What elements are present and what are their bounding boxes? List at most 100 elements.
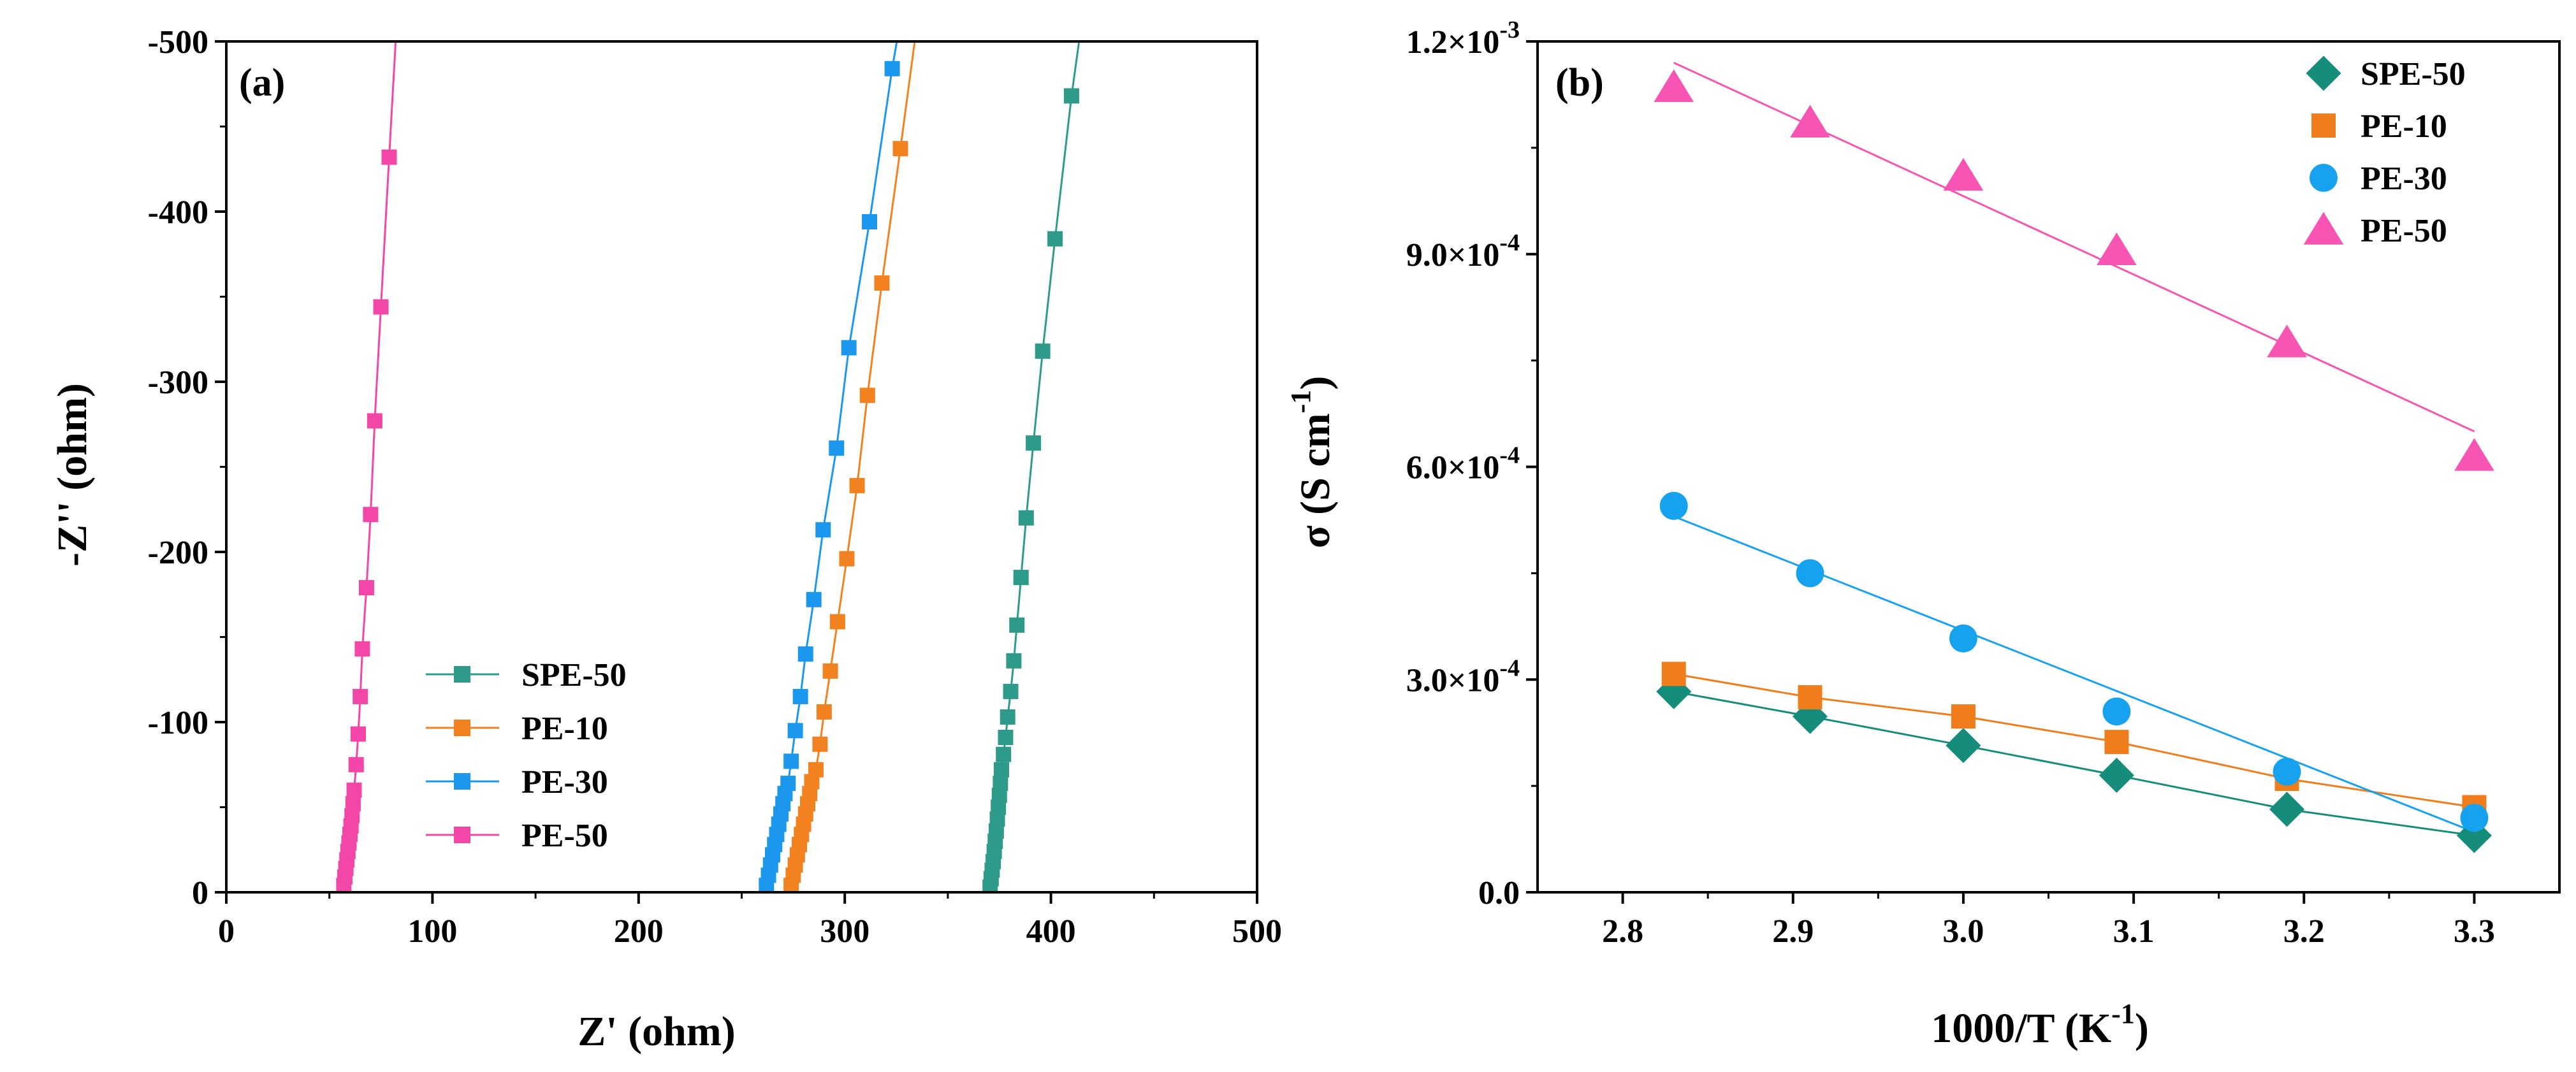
- panel-b-legend: SPE-50 PE-10 PE-30 PE-50: [2303, 55, 2466, 249]
- panel-b-legend-pe-10-marker: [2311, 113, 2336, 138]
- panel-a-pe-30-point: [841, 340, 857, 356]
- panel-b-spe-50-point: [2269, 792, 2305, 827]
- panel-a-spe-50-point: [1009, 617, 1025, 633]
- panel-b-y-tick-mantissa: 1.2×10: [1406, 24, 1500, 61]
- panel-b-x-axis-title-sup: -1: [2111, 998, 2135, 1029]
- panel-a-pe-30-point: [797, 646, 813, 662]
- panel-b-pe-10-point: [1798, 685, 1823, 710]
- panel-b-pe-30-point: [2460, 804, 2489, 832]
- panel-a-x-tick-label: 500: [1232, 913, 1282, 950]
- panel-b-legend-spe-50-label: SPE-50: [2361, 56, 2466, 92]
- panel-b-x-tick-label: 3.3: [2454, 913, 2495, 950]
- panel-a-spe-50-point: [993, 776, 1008, 792]
- panel-a-spe-50-point: [1026, 435, 1042, 451]
- panel-a-pe-30-point: [884, 61, 900, 76]
- panel-a-spe-50-point: [993, 762, 1009, 778]
- panel-b-legend-pe-50-label: PE-50: [2361, 213, 2447, 249]
- panel-a-pe-50-point: [363, 507, 379, 523]
- panel-a-pe-50-point: [381, 149, 397, 165]
- panel-a-spe-50-point: [1013, 570, 1029, 586]
- panel-a-pe-50-point: [348, 757, 364, 772]
- panel-a-spe-50-point: [1003, 683, 1019, 699]
- panel-b-y-tick-label: 0.0: [1478, 875, 1520, 911]
- panel-a-legend-pe-10-label: PE-10: [521, 711, 608, 747]
- panel-b-spe-50-line: [1673, 690, 2475, 837]
- panel-a-pe-10-point: [829, 614, 845, 630]
- panel-a-pe-50-point: [345, 796, 361, 812]
- panel-a-pe-10-point: [816, 704, 832, 720]
- panel-a-y-tick-label: -200: [148, 535, 208, 571]
- panel-b-axes: 2.8 2.9 3.0 3.1 3.2 3.30.03.0×10-46.0×10-49.0…: [1406, 17, 2561, 950]
- panel-a-data-layer: [336, 41, 1081, 892]
- panel-a-legend-spe-50-label: SPE-50: [521, 657, 627, 693]
- panel-a-pe-30-point: [862, 214, 878, 230]
- panel-b-pe-50-point: [1654, 69, 1694, 103]
- panel-a-pe-30-point: [787, 723, 803, 739]
- panel-b-pe-30-point: [1659, 491, 1688, 520]
- panel-a-legend-pe-30-marker: [454, 773, 470, 790]
- panel-a-legend: SPE-50 PE-10 PE-30 PE-50: [426, 657, 627, 854]
- panel-b-x-axis-title-main: 1000/T (K: [1931, 1005, 2111, 1052]
- panel-a-pe-30-point: [815, 522, 831, 538]
- panel-a-pe-30-point: [829, 440, 845, 456]
- panel-b-legend-pe-30-marker: [2310, 164, 2338, 192]
- panel-a-pe-10-point: [839, 551, 855, 567]
- panel-a-x-tick-label: 300: [820, 913, 870, 950]
- panel-b-y-tick-mantissa: 0.0: [1478, 875, 1520, 911]
- panel-a-x-tick-label: 200: [614, 913, 664, 950]
- panel-a-spe-50-point: [996, 746, 1012, 762]
- panel-b-legend-spe-50-marker: [2306, 55, 2341, 91]
- panel-a-pe-50-point: [373, 299, 389, 315]
- panel-b-x-tick-label: 3.1: [2113, 913, 2155, 950]
- panel-a-y-tick-label: -500: [148, 24, 208, 61]
- panel-a-y-tick-label: -300: [148, 365, 208, 401]
- panel-b-y-tick-exponent: -3: [1499, 17, 1520, 43]
- panel-a-x-tick-label: 400: [1026, 913, 1076, 950]
- panel-b-spe-50-point: [1946, 728, 1981, 764]
- panel-b-legend-pe-50-marker: [2303, 212, 2344, 245]
- panel-a-x-tick-label: 0: [218, 913, 235, 950]
- panel-b-pe-30-point: [1949, 624, 1977, 653]
- panel-b-pe-10-point: [2104, 730, 2129, 755]
- panel-b-y-tick-exponent: -4: [1499, 442, 1520, 469]
- panel-a-pe-30-point: [783, 753, 799, 769]
- panel-a-pe-30-point: [792, 688, 808, 704]
- panel-b-pe-10-point: [1951, 704, 1976, 729]
- panel-a-legend-pe-50-label: PE-50: [521, 818, 608, 854]
- panel-a-pe-50-point: [354, 641, 370, 657]
- panel-a-pe-10-point: [859, 388, 875, 403]
- panel-a-x-tick-label: 100: [407, 913, 457, 950]
- panel-a-pe-10-point: [812, 736, 828, 752]
- panel-b-pe-50-point: [1790, 105, 1830, 138]
- panel-b-spe-50-point: [2099, 757, 2134, 793]
- panel-b-x-tick-label: 3.2: [2283, 913, 2325, 950]
- panel-b-y-axis-title-main: σ (S cm: [1292, 413, 1339, 548]
- panel-b-x-axis-title-end: ): [2135, 1005, 2149, 1052]
- panel-a-label: (a): [239, 61, 285, 105]
- panel-b-legend-pe-30-label: PE-30: [2361, 161, 2447, 197]
- panel-a-spe-50-point: [1035, 343, 1051, 359]
- panel-b-pe-30-point: [2273, 757, 2301, 786]
- panel-a-legend-pe-30-label: PE-30: [521, 764, 608, 800]
- panel-b-y-tick-label: 6.0×10-4: [1406, 442, 1520, 486]
- panel-b-pe-50-point: [1943, 157, 1984, 191]
- panel-b-y-tick-mantissa: 9.0×10: [1406, 237, 1500, 273]
- panel-a-pe-50-point: [353, 688, 368, 704]
- panel-a-pe-50-point: [346, 782, 362, 798]
- panel-b-legend-pe-10-label: PE-10: [2361, 108, 2447, 145]
- panel-a-pe-30-point: [780, 776, 796, 792]
- panel-b-x-tick-label: 2.9: [1772, 913, 1814, 950]
- panel-b-data-layer: [1654, 62, 2494, 853]
- panel-a-pe-10-point: [849, 477, 865, 493]
- panel-b-y-tick-exponent: -4: [1499, 655, 1520, 681]
- panel-b-y-tick-label: 1.2×10-3: [1406, 17, 1520, 61]
- panel-a-y-axis-title: -Z'' (ohm): [49, 383, 96, 567]
- panel-b-y-axis-title-end: ): [1292, 376, 1339, 390]
- panel-a-y-tick-label: -400: [148, 194, 208, 231]
- panel-b-y-tick-mantissa: 3.0×10: [1406, 662, 1500, 699]
- panel-b-pe-10-line: [1673, 672, 2475, 808]
- panel-b-y-tick-exponent: -4: [1499, 229, 1520, 256]
- panel-b-conductivity-plot: 2.8 2.9 3.0 3.1 3.2 3.30.03.0×10-46.0×10-49.0…: [1285, 17, 2561, 1052]
- panel-a-legend-pe-10-marker: [454, 720, 470, 736]
